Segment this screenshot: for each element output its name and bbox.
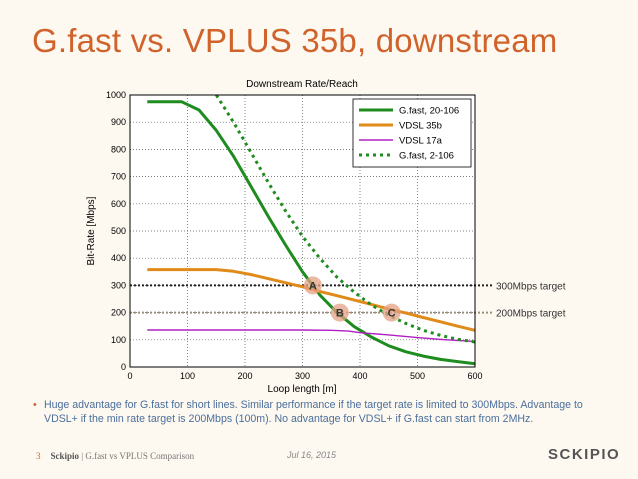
bullet-text: Huge advantage for G.fast for short line… <box>44 399 583 425</box>
legend-label: G.fast, 20-106 <box>399 106 459 117</box>
legend-label: VDSL 17a <box>399 136 443 147</box>
x-tick-label: 200 <box>237 371 252 381</box>
y-tick-label: 500 <box>111 226 126 236</box>
legend-label: VDSL 35b <box>399 121 442 132</box>
x-tick-label: 600 <box>467 371 482 381</box>
tick-labels-layer: 0 100 200 300 400 500 600 0 100 200 300 400 500 600 70… <box>106 90 483 381</box>
markers-layer: A B C <box>303 276 401 322</box>
legend-label: G.fast, 2-106 <box>399 151 454 162</box>
intersection-marker-label: B <box>336 308 344 320</box>
intersection-marker <box>330 303 349 322</box>
x-tick-label: 500 <box>410 371 425 381</box>
y-axis-label: Bit-Rate [Mbps] <box>86 196 97 265</box>
plot-frame <box>129 94 476 368</box>
y-tick-label: 200 <box>111 308 126 318</box>
y-tick-label: 300 <box>111 280 126 290</box>
slide-title: G.fast vs. VPLUS 35b, downstream <box>32 22 558 59</box>
footer-brand: Sckipio <box>50 451 80 461</box>
y-tick-label: 800 <box>111 144 126 154</box>
intersection-marker <box>303 276 322 295</box>
y-tick-label: 900 <box>111 117 126 127</box>
series-layer <box>147 94 476 366</box>
intersection-marker-label: C <box>388 308 396 320</box>
series-line <box>147 100 476 366</box>
y-tick-label: 600 <box>111 199 126 209</box>
y-tick-label: 100 <box>111 335 126 345</box>
legend: G.fast, 20-106 VDSL 35b VDSL 17a G.fast, 2-… <box>352 98 472 168</box>
series-line <box>147 329 476 343</box>
sckipio-logo: SCKIPIO <box>548 446 621 463</box>
bullet-dot: • <box>33 399 37 411</box>
reference-line-label: 300Mbps target <box>496 281 566 292</box>
reference-line-label: 200Mbps target <box>496 309 566 320</box>
series-line <box>147 268 476 332</box>
intersection-marker-label: A <box>309 280 317 292</box>
y-tick-label: 0 <box>121 362 126 372</box>
y-tick-label: 1000 <box>106 90 126 100</box>
chart-title: Downstream Rate/Reach <box>246 79 358 90</box>
footer-text: | G.fast vs VPLUS Comparison <box>79 451 195 461</box>
footer: 3 Sckipio | G.fast vs VPLUS Comparison <box>36 451 194 461</box>
x-tick-label: 0 <box>127 371 132 381</box>
slide-date: Jul 16, 2015 <box>287 450 337 460</box>
x-tick-label: 100 <box>180 371 195 381</box>
intersection-marker <box>382 303 401 322</box>
series-line <box>215 94 476 344</box>
x-tick-label: 400 <box>352 371 367 381</box>
x-axis-label: Loop length [m] <box>268 384 337 395</box>
y-tick-label: 700 <box>111 172 126 182</box>
slide-number: 3 <box>36 451 41 461</box>
x-tick-label: 300 <box>295 371 310 381</box>
y-tick-label: 400 <box>111 253 126 263</box>
